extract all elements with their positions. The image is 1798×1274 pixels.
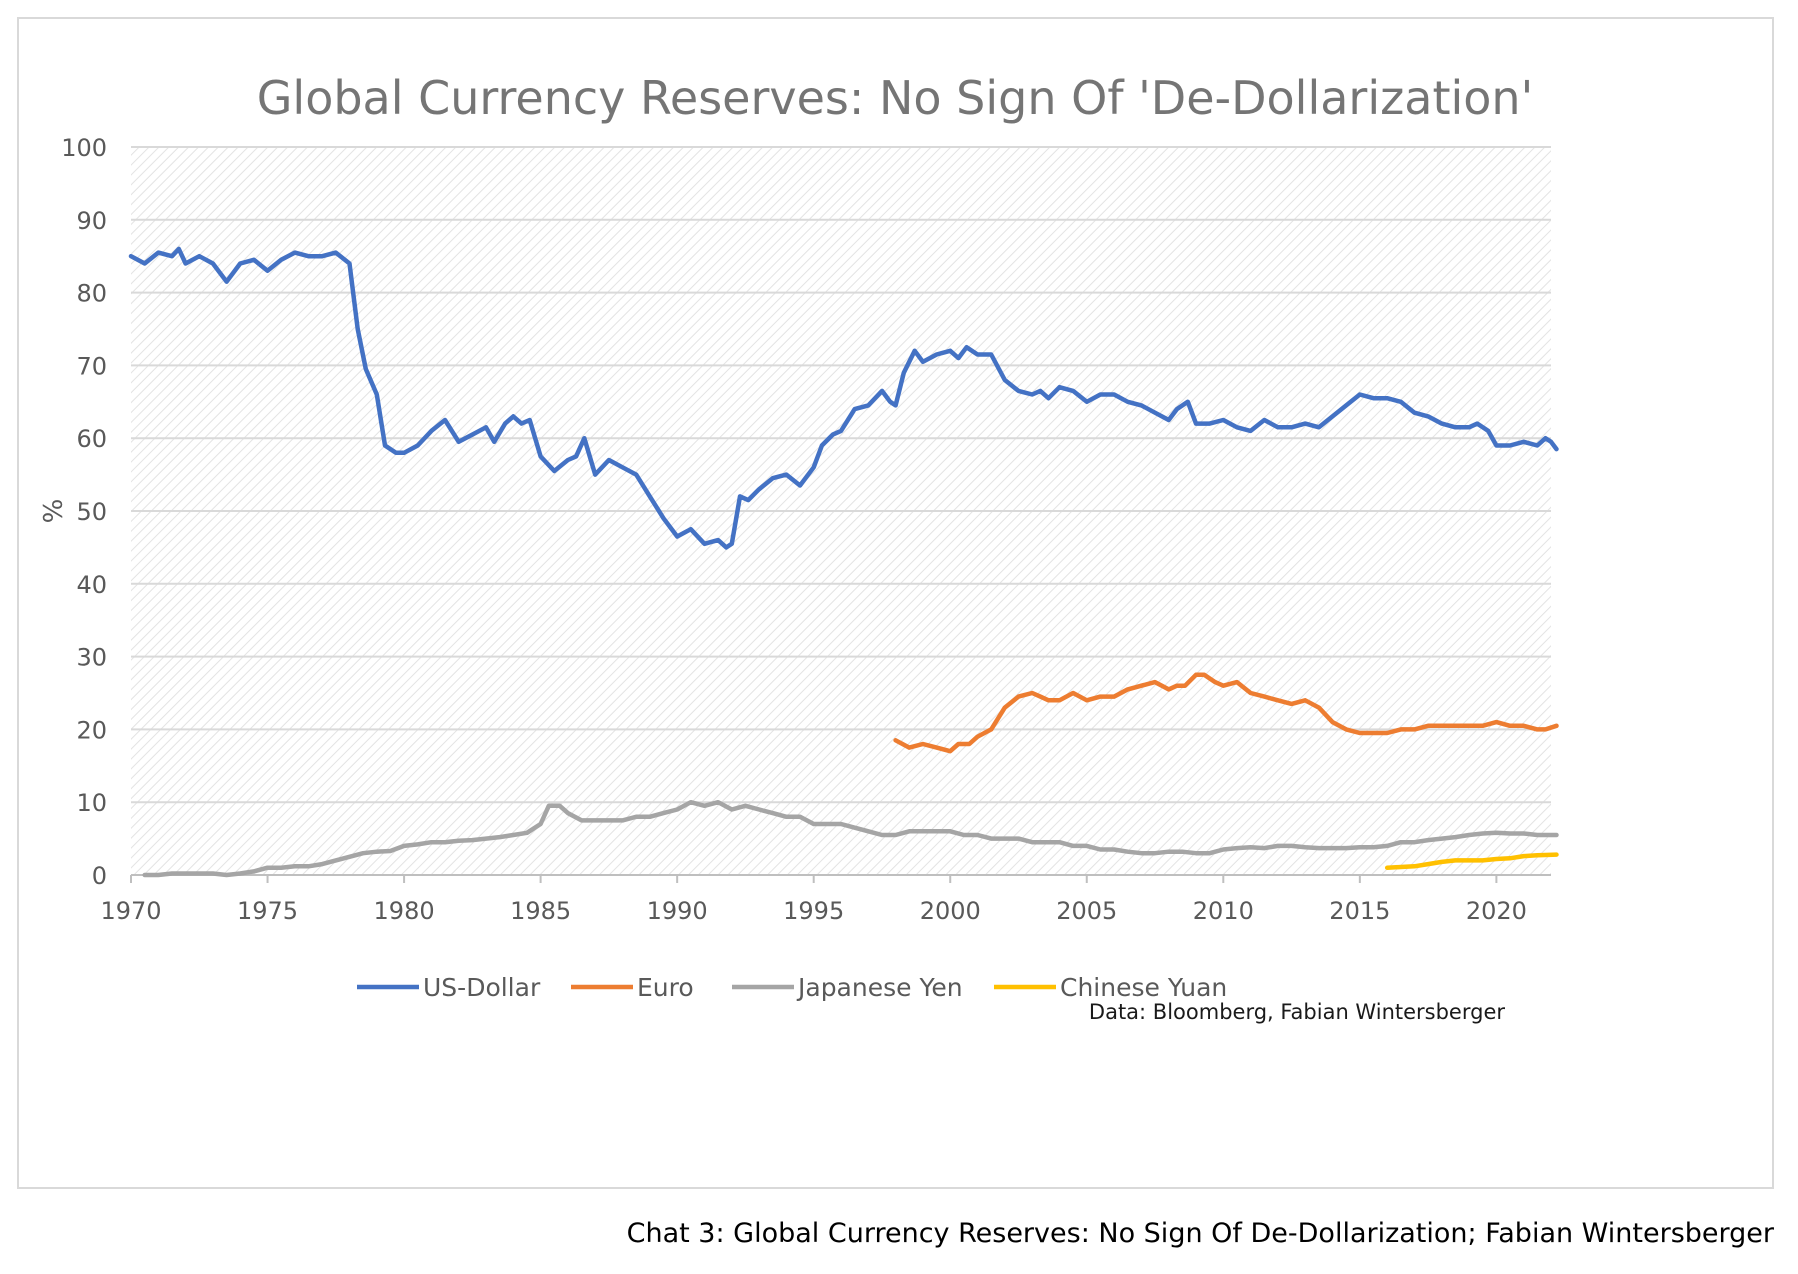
x-tick-label: 2020 (1466, 897, 1527, 925)
y-tick-label: 0 (92, 862, 107, 890)
y-tick-label: 30 (76, 644, 107, 672)
x-axis-ticks: 1970 1975 1980 1985 1990 1995 2000 2005 2010 2015… (100, 875, 1527, 925)
y-tick-label: 10 (76, 789, 107, 817)
legend-item: Euro (571, 973, 694, 1002)
legend-label: Japanese Yen (796, 973, 963, 1002)
series-lines (128, 246, 1559, 878)
legend: US-Dollar Euro Japanese Yen Chinese Yuan (357, 973, 1227, 1002)
chart-title: Global Currency Reserves: No Sign Of 'De… (257, 71, 1533, 125)
y-tick-label: 100 (61, 134, 107, 162)
x-tick-label: 1995 (783, 897, 844, 925)
legend-label: Chinese Yuan (1060, 973, 1227, 1002)
x-tick-label: 1985 (510, 897, 571, 925)
series-line-euro (893, 672, 1559, 754)
x-tick-label: 2010 (1193, 897, 1254, 925)
series-line-chinese-yuan (1384, 852, 1559, 870)
x-tick-label: 1975 (237, 897, 298, 925)
y-tick-label: 40 (76, 571, 107, 599)
chart-frame: Global Currency Reserves: No Sign Of 'De… (17, 17, 1774, 1189)
x-tick-label: 2015 (1329, 897, 1390, 925)
y-axis-ticks: 0 10 20 30 40 50 60 70 80 90 100 (61, 134, 107, 890)
x-tick-label: 1980 (374, 897, 435, 925)
y-tick-label: 70 (76, 352, 107, 380)
legend-label: Euro (637, 973, 694, 1002)
y-tick-label: 20 (76, 716, 107, 744)
x-tick-label: 1990 (647, 897, 708, 925)
y-tick-label: 60 (76, 425, 107, 453)
chart-svg: Global Currency Reserves: No Sign Of 'De… (39, 71, 1559, 1024)
y-tick-label: 80 (76, 280, 107, 308)
gridlines (131, 146, 1551, 804)
y-tick-label: 50 (76, 498, 107, 526)
series-line-japanese-yen (142, 799, 1559, 878)
legend-item: Japanese Yen (732, 973, 963, 1002)
x-tick-label: 2005 (1056, 897, 1117, 925)
source-note: Data: Bloomberg, Fabian Wintersberger (1089, 1000, 1505, 1024)
legend-label: US-Dollar (423, 973, 541, 1002)
x-tick-label: 2000 (920, 897, 981, 925)
y-tick-label: 90 (76, 207, 107, 235)
legend-item: US-Dollar (357, 973, 541, 1002)
x-tick-label: 1970 (100, 897, 161, 925)
series-line-us-dollar (128, 246, 1559, 550)
figure-caption: Chat 3: Global Currency Reserves: No Sig… (626, 1218, 1774, 1249)
y-axis-label: % (39, 499, 69, 524)
legend-item: Chinese Yuan (994, 973, 1227, 1002)
